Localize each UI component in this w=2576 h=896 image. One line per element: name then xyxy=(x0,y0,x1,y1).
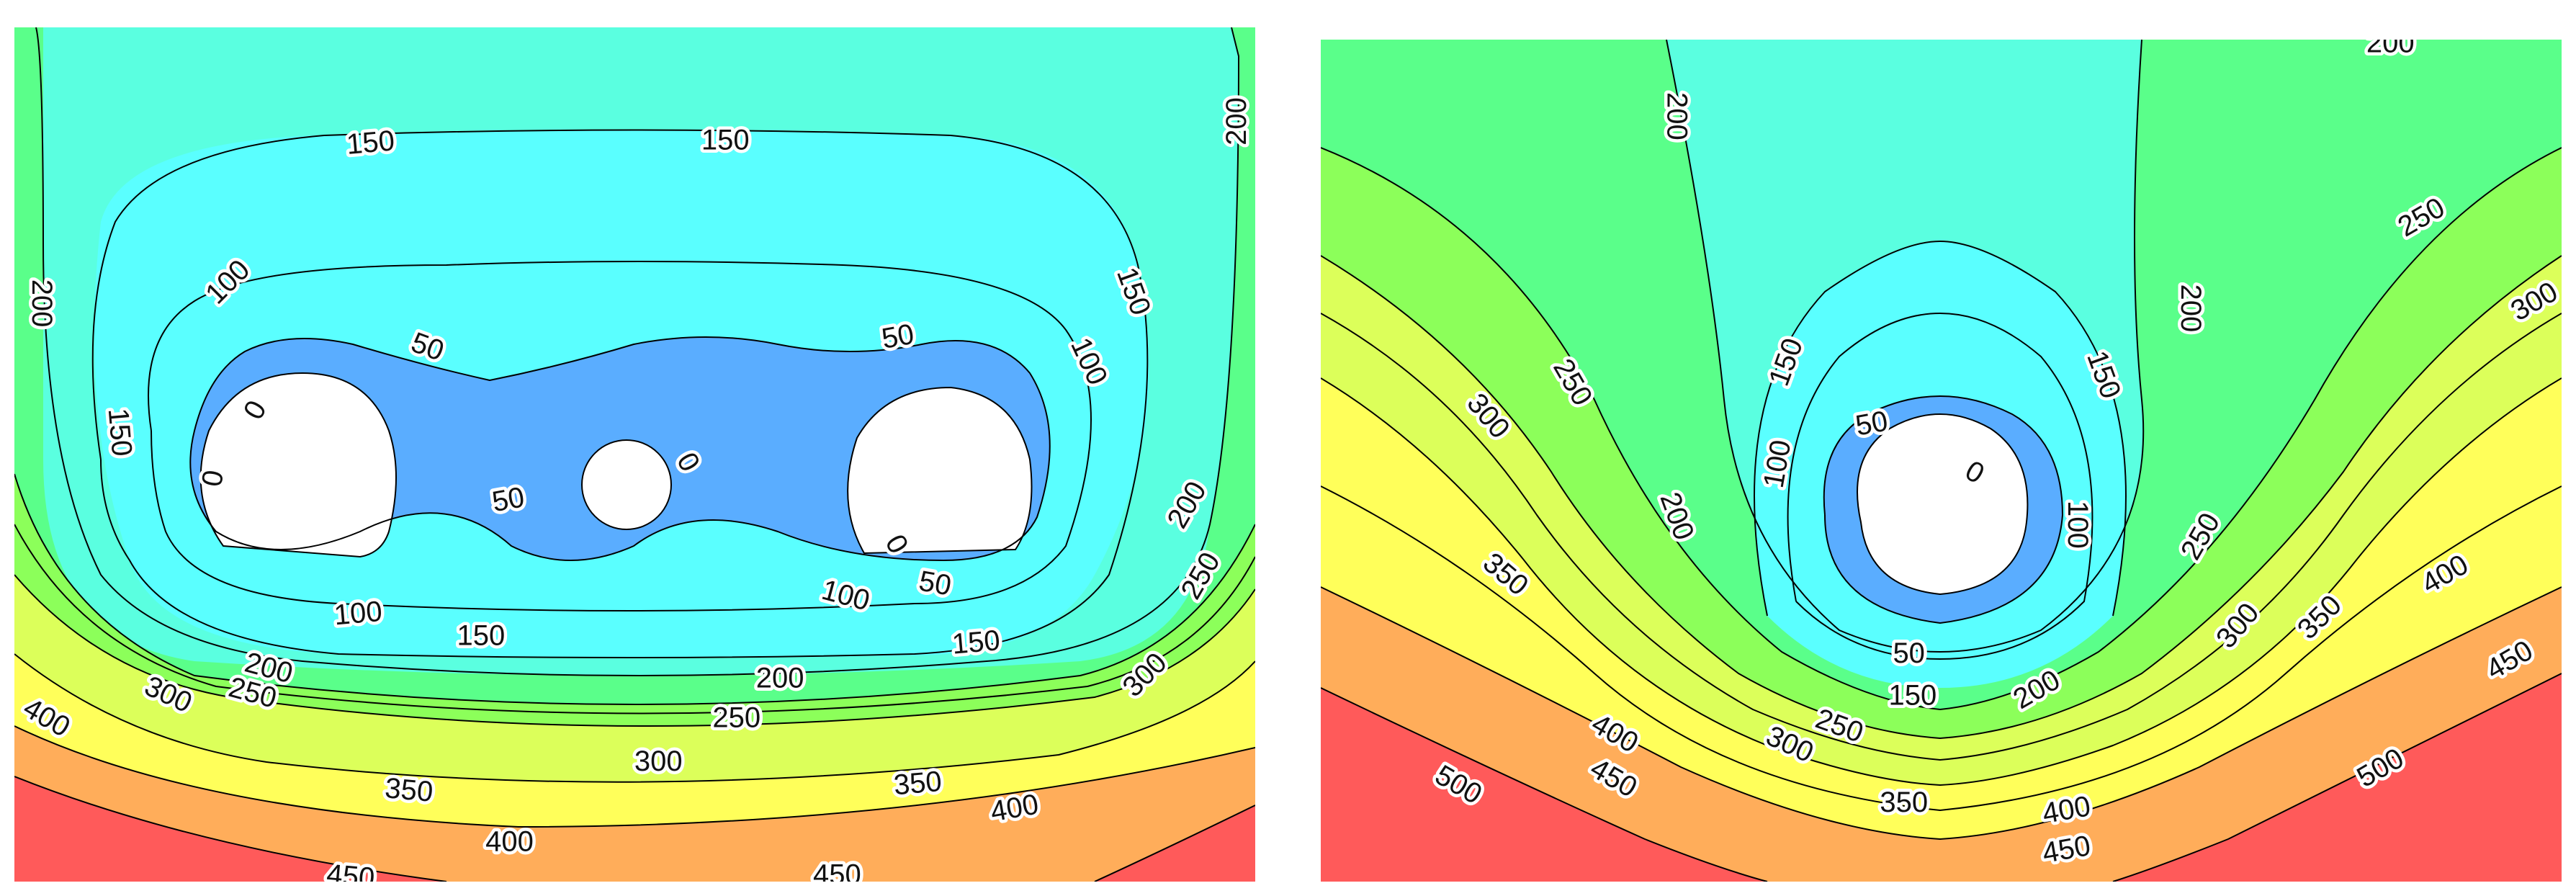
contour-label-150: 150 xyxy=(701,125,750,156)
contour-label-200: 200 xyxy=(2366,40,2415,59)
contour-label-100: 100 xyxy=(333,596,383,632)
contour-label-150: 150 xyxy=(345,125,395,161)
contour-fills-left xyxy=(14,27,1255,882)
contour-label-50: 50 xyxy=(490,481,526,518)
contour-lines-left xyxy=(14,27,1255,882)
contour-label-400: 400 xyxy=(485,825,534,857)
contour-label-150: 150 xyxy=(1888,680,1937,712)
contour-label-200: 200 xyxy=(1221,97,1252,145)
contour-label-200: 200 xyxy=(1661,92,1693,140)
contour-label-350: 350 xyxy=(1880,787,1928,818)
contour-label-200: 200 xyxy=(756,663,804,694)
contour-label-200: 200 xyxy=(2175,285,2207,333)
contour-label-150: 150 xyxy=(951,624,1001,660)
contour-fills-right xyxy=(1321,40,2562,882)
contour-label-450: 450 xyxy=(326,859,376,882)
contour-label-50: 50 xyxy=(879,318,916,355)
contour-label-150: 150 xyxy=(457,619,505,651)
contour-label-350: 350 xyxy=(892,766,943,802)
contour-plot-right: 200 200 250 200 300 150 150 250 300 50 100 0 100 200 2… xyxy=(1321,40,2562,882)
contour-label-350: 350 xyxy=(384,772,434,808)
contour-label-250: 250 xyxy=(712,702,760,733)
contour-label-450: 450 xyxy=(813,859,861,882)
contour-label-50: 50 xyxy=(917,565,953,602)
contour-label-100: 100 xyxy=(2062,501,2093,549)
contour-plot-left: 150 150 200 200 100 150 50 50 100 0 150 0 0 50 200 0 250… xyxy=(14,27,1255,882)
contour-label-300: 300 xyxy=(634,745,683,777)
contour-label-50: 50 xyxy=(1893,637,1925,669)
contour-label-50: 50 xyxy=(1853,406,1890,442)
contour-label-150: 150 xyxy=(102,407,138,457)
contour-lines-right xyxy=(1321,40,2562,882)
contour-label-200: 200 xyxy=(26,279,58,328)
